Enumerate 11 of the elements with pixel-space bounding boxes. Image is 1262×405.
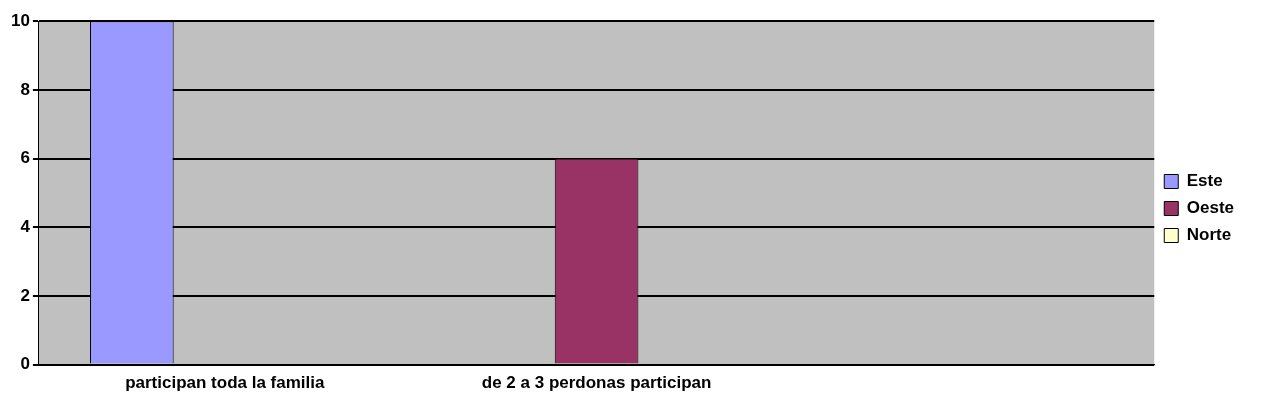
y-tick-label: 2 [20, 285, 30, 305]
x-tick-label: participan toda la familia [125, 373, 326, 393]
y-tick-label: 4 [20, 216, 31, 236]
y-tick-label: 0 [20, 354, 30, 374]
legend-label: Oeste [1186, 198, 1234, 218]
legend-label: Este [1186, 171, 1223, 191]
legend-label: Norte [1186, 225, 1232, 245]
y-tick-label: 6 [20, 148, 30, 168]
y-tick-label: 10 [10, 10, 30, 30]
x-tick-label: de 2 a 3 perdonas participan [481, 373, 712, 393]
y-tick-label: 8 [20, 79, 30, 99]
